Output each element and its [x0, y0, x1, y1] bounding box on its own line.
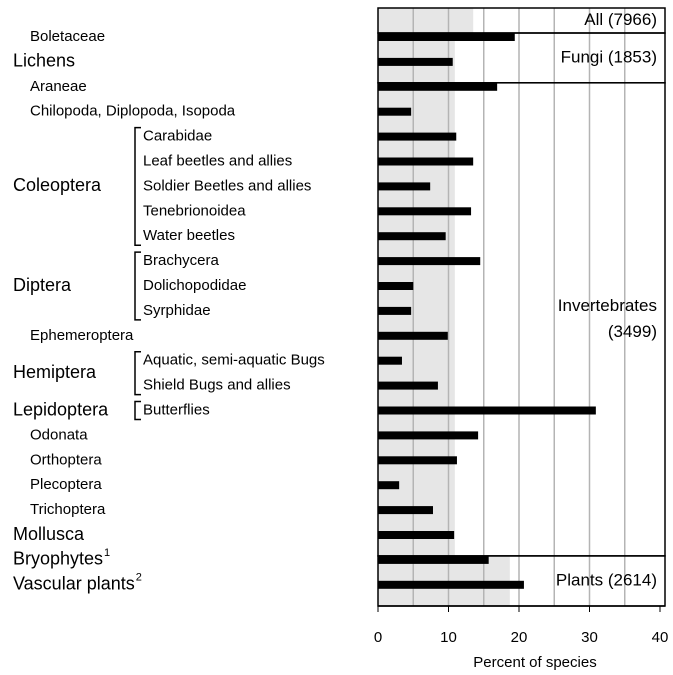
row-label: Syrphidae	[143, 302, 211, 319]
row-label: Tenebrionoidea	[143, 202, 246, 219]
bar	[378, 531, 455, 539]
x-tick-label: 0	[374, 629, 382, 646]
bar	[378, 555, 489, 564]
bar	[378, 456, 457, 465]
row-label: Shield Bugs and allies	[143, 377, 291, 394]
bar	[378, 431, 479, 440]
group-label: Invertebrates	[558, 296, 657, 315]
row-label: Carabidae	[143, 128, 212, 145]
row-label: Ephemeroptera	[30, 327, 134, 344]
x-tick-label: 10	[440, 629, 457, 646]
row-label: Dolichopodidae	[143, 277, 246, 294]
bar	[378, 207, 472, 216]
group-row-label: Diptera	[13, 275, 72, 295]
bar	[378, 481, 400, 490]
bar	[378, 232, 446, 241]
bar	[378, 381, 438, 390]
bar	[378, 182, 431, 191]
row-label: Boletaceae	[30, 28, 105, 45]
bar	[378, 356, 402, 365]
row-label: Brachycera	[143, 252, 220, 269]
group-label: (3499)	[608, 322, 657, 341]
group-row-label: Coleoptera	[13, 175, 102, 195]
group-row-label: Hemiptera	[13, 362, 97, 382]
bracket	[134, 350, 141, 396]
row-label: Orthoptera	[30, 451, 102, 468]
bar	[378, 132, 457, 141]
row-label: Aquatic, semi-aquatic Bugs	[143, 352, 325, 369]
row-label: Leaf beetles and allies	[143, 152, 292, 169]
bar	[378, 331, 448, 340]
row-label: Soldier Beetles and allies	[143, 177, 311, 194]
bracket	[134, 400, 141, 421]
row-label: Vascular plants	[13, 574, 135, 594]
bracket	[134, 126, 141, 246]
bar	[378, 257, 481, 266]
row-label: Trichoptera	[30, 501, 106, 518]
group-label: Fungi (1853)	[561, 47, 657, 66]
row-label: Butterflies	[143, 401, 210, 418]
row-label: Lichens	[13, 51, 75, 71]
x-tick-label: 20	[511, 629, 528, 646]
row-label: Bryophytes	[13, 549, 103, 569]
row-label: Odonata	[30, 426, 88, 443]
row-label: Plecoptera	[30, 476, 102, 493]
row-note: 1	[104, 547, 110, 559]
bar	[378, 157, 474, 166]
bar	[378, 406, 596, 415]
bar	[378, 82, 498, 91]
row-label: Araneae	[30, 78, 87, 95]
overall-label: All (7966)	[584, 10, 657, 29]
group-row-label: Lepidoptera	[13, 399, 109, 419]
x-axis-title: Percent of species	[473, 654, 596, 671]
bar	[378, 506, 433, 515]
x-tick-label: 40	[652, 629, 669, 646]
row-label: Chilopoda, Diplopoda, Isopoda	[30, 103, 236, 120]
row-label: Mollusca	[13, 524, 85, 544]
bar	[378, 580, 524, 589]
overall-shade	[378, 8, 474, 33]
group-label: Plants (2614)	[556, 570, 657, 589]
bar	[378, 282, 414, 290]
bracket	[134, 251, 141, 321]
bar	[378, 306, 412, 315]
bar	[378, 107, 412, 116]
x-tick-label: 30	[581, 629, 598, 646]
bar	[378, 57, 453, 66]
bar	[378, 33, 515, 41]
row-note: 2	[136, 572, 142, 584]
row-label: Water beetles	[143, 227, 235, 244]
